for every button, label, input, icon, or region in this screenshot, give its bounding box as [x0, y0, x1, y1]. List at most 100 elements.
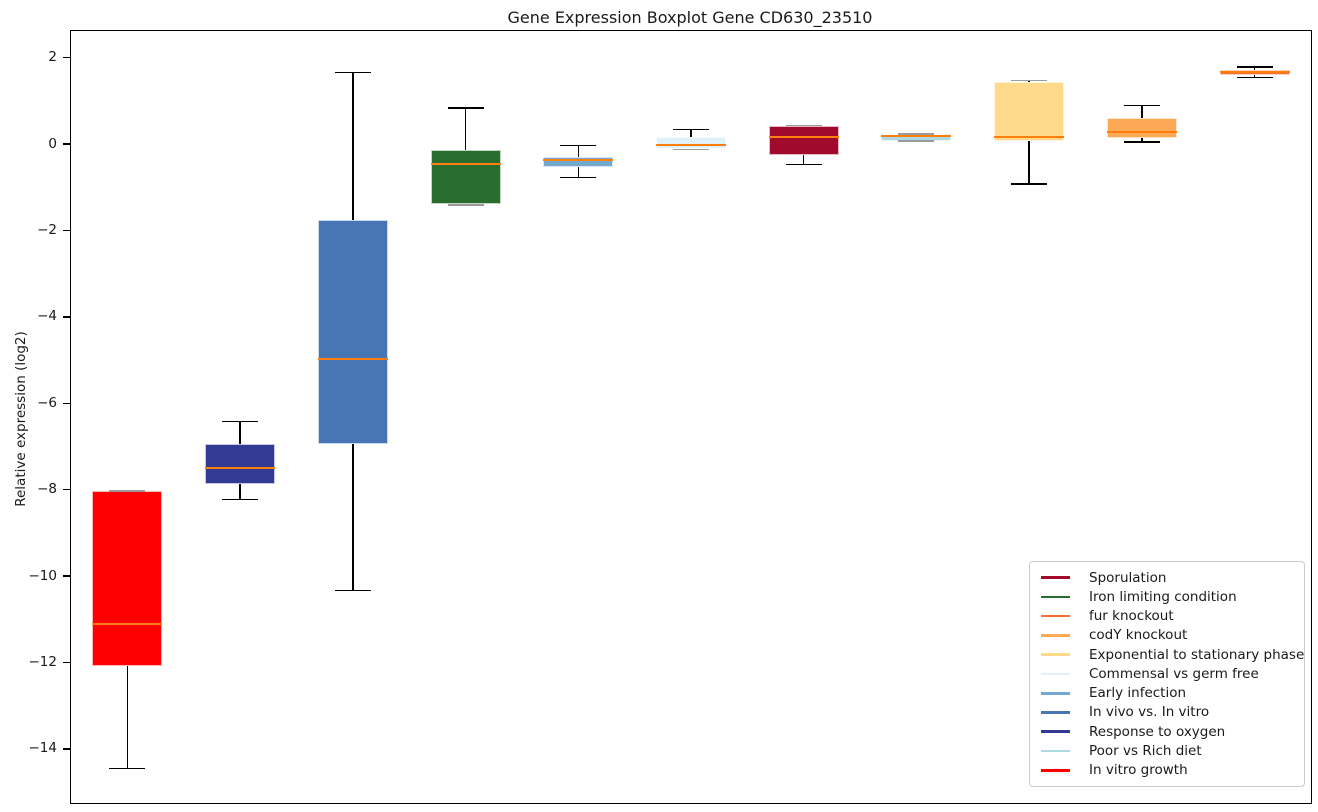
- y-tick-label: −6: [37, 394, 57, 411]
- y-tick-label: 2: [48, 49, 57, 66]
- cap-upper-iron-limiting-condition: [447, 107, 484, 109]
- whisker-lower-cody-knockout: [1141, 137, 1143, 143]
- y-tick-label: −12: [28, 654, 58, 671]
- box-commensal-vs-germ-free: [656, 136, 726, 150]
- box-poor-vs-rich-diet: [881, 134, 952, 141]
- whisker-lower-response-to-oxygen: [239, 484, 241, 500]
- box-in-vivo-vs-in-vitro: [317, 220, 388, 445]
- legend-item: Iron limiting condition: [1041, 589, 1296, 605]
- cap-lower-iron-limiting-condition: [447, 204, 484, 206]
- whisker-upper-cody-knockout: [1141, 105, 1143, 119]
- median-line-fur-knockout: [1219, 70, 1290, 74]
- cap-lower-fur-knockout: [1236, 76, 1273, 78]
- box-in-vitro-growth: [92, 491, 163, 666]
- cap-lower-in-vitro-growth: [109, 767, 146, 770]
- cap-upper-poor-vs-rich-diet: [898, 133, 935, 135]
- median-line-cody-knockout: [1106, 130, 1177, 134]
- legend-item: In vitro growth: [1041, 762, 1296, 778]
- cap-lower-exponential-to-stationary-phase: [1011, 183, 1048, 185]
- y-tick-mark: [62, 748, 70, 750]
- cap-lower-commensal-vs-germ-free: [673, 149, 709, 151]
- legend-swatch: [1041, 768, 1070, 772]
- legend-label: Response to oxygen: [1089, 723, 1226, 740]
- chart-title: Gene Expression Boxplot Gene CD630_23510: [507, 8, 873, 27]
- whisker-upper-early-infection: [577, 145, 579, 157]
- legend-label: In vitro growth: [1089, 762, 1188, 779]
- legend-item: Sporulation: [1041, 570, 1296, 586]
- y-tick-label: −10: [28, 567, 58, 584]
- legend-label: codY knockout: [1089, 627, 1188, 644]
- median-line-exponential-to-stationary-phase: [994, 136, 1065, 139]
- whisker-lower-in-vivo-vs-in-vitro: [352, 444, 354, 591]
- median-line-response-to-oxygen: [205, 467, 276, 470]
- y-tick-mark: [62, 575, 70, 577]
- legend-swatch: [1041, 672, 1070, 676]
- legend-item: Exponential to stationary phase: [1041, 647, 1304, 663]
- legend-label: Iron limiting condition: [1089, 588, 1237, 605]
- legend-label: In vivo vs. In vitro: [1089, 704, 1210, 721]
- legend-swatch: [1041, 634, 1070, 637]
- legend-item: Poor vs Rich diet: [1041, 743, 1296, 759]
- whisker-lower-exponential-to-stationary-phase: [1028, 141, 1030, 184]
- cap-lower-sporulation: [785, 163, 822, 166]
- cap-upper-in-vitro-growth: [109, 490, 146, 492]
- whisker-upper-in-vivo-vs-in-vitro: [352, 72, 354, 221]
- whisker-upper-iron-limiting-condition: [464, 107, 467, 151]
- cap-lower-cody-knockout: [1123, 141, 1160, 143]
- cap-lower-response-to-oxygen: [222, 499, 259, 501]
- cap-lower-in-vivo-vs-in-vitro: [334, 589, 371, 592]
- y-tick-mark: [62, 143, 70, 145]
- whisker-upper-fur-knockout: [1253, 66, 1256, 70]
- legend: Sporulation Iron limiting condition fur kn…: [1029, 561, 1305, 787]
- cap-upper-exponential-to-stationary-phase: [1011, 79, 1048, 81]
- box-early-infection: [543, 156, 614, 168]
- median-line-poor-vs-rich-diet: [881, 135, 952, 138]
- cap-lower-poor-vs-rich-diet: [898, 140, 935, 142]
- legend-swatch: [1041, 691, 1070, 695]
- median-line-commensal-vs-germ-free: [656, 143, 726, 147]
- whisker-lower-in-vitro-growth: [126, 665, 129, 769]
- box-cody-knockout: [1106, 118, 1177, 138]
- y-tick-mark: [62, 661, 70, 664]
- legend-item: In vivo vs. In vitro: [1041, 704, 1296, 720]
- y-tick-mark: [62, 402, 70, 405]
- median-line-iron-limiting-condition: [430, 162, 501, 166]
- y-tick-mark: [62, 316, 70, 318]
- legend-label: Early infection: [1089, 685, 1187, 702]
- legend-item: Response to oxygen: [1041, 724, 1296, 740]
- legend-label: Exponential to stationary phase: [1089, 646, 1305, 663]
- cap-upper-fur-knockout: [1236, 66, 1273, 68]
- median-line-early-infection: [543, 158, 614, 161]
- box-exponential-to-stationary-phase: [994, 81, 1065, 142]
- whisker-lower-early-infection: [577, 167, 579, 178]
- legend-label: Poor vs Rich diet: [1089, 743, 1202, 760]
- cap-upper-in-vivo-vs-in-vitro: [334, 71, 371, 74]
- legend-swatch: [1041, 595, 1070, 599]
- legend-swatch: [1041, 576, 1070, 579]
- legend-item: codY knockout: [1041, 627, 1296, 643]
- cap-upper-early-infection: [560, 144, 597, 147]
- y-tick-label: −14: [28, 740, 58, 757]
- cap-lower-early-infection: [560, 176, 597, 179]
- legend-item: Early infection: [1041, 685, 1296, 701]
- legend-label: fur knockout: [1089, 608, 1174, 625]
- y-tick-mark: [62, 229, 70, 232]
- whisker-lower-fur-knockout: [1253, 75, 1256, 78]
- y-tick-label: 0: [48, 135, 57, 152]
- legend-swatch: [1041, 711, 1070, 714]
- cap-upper-sporulation: [785, 124, 822, 127]
- legend-item: fur knockout: [1041, 608, 1296, 624]
- legend-label: Sporulation: [1089, 569, 1167, 586]
- cap-upper-response-to-oxygen: [222, 420, 259, 423]
- y-tick-label: −4: [37, 308, 57, 325]
- legend-label: Commensal vs germ free: [1089, 665, 1259, 682]
- legend-swatch: [1041, 653, 1070, 656]
- y-tick-mark: [62, 489, 70, 491]
- box-iron-limiting-condition: [430, 150, 501, 204]
- cap-upper-commensal-vs-germ-free: [673, 128, 709, 131]
- y-tick-label: −2: [37, 222, 57, 239]
- legend-swatch: [1041, 730, 1070, 734]
- legend-item: Commensal vs germ free: [1041, 666, 1296, 682]
- median-line-sporulation: [768, 136, 839, 139]
